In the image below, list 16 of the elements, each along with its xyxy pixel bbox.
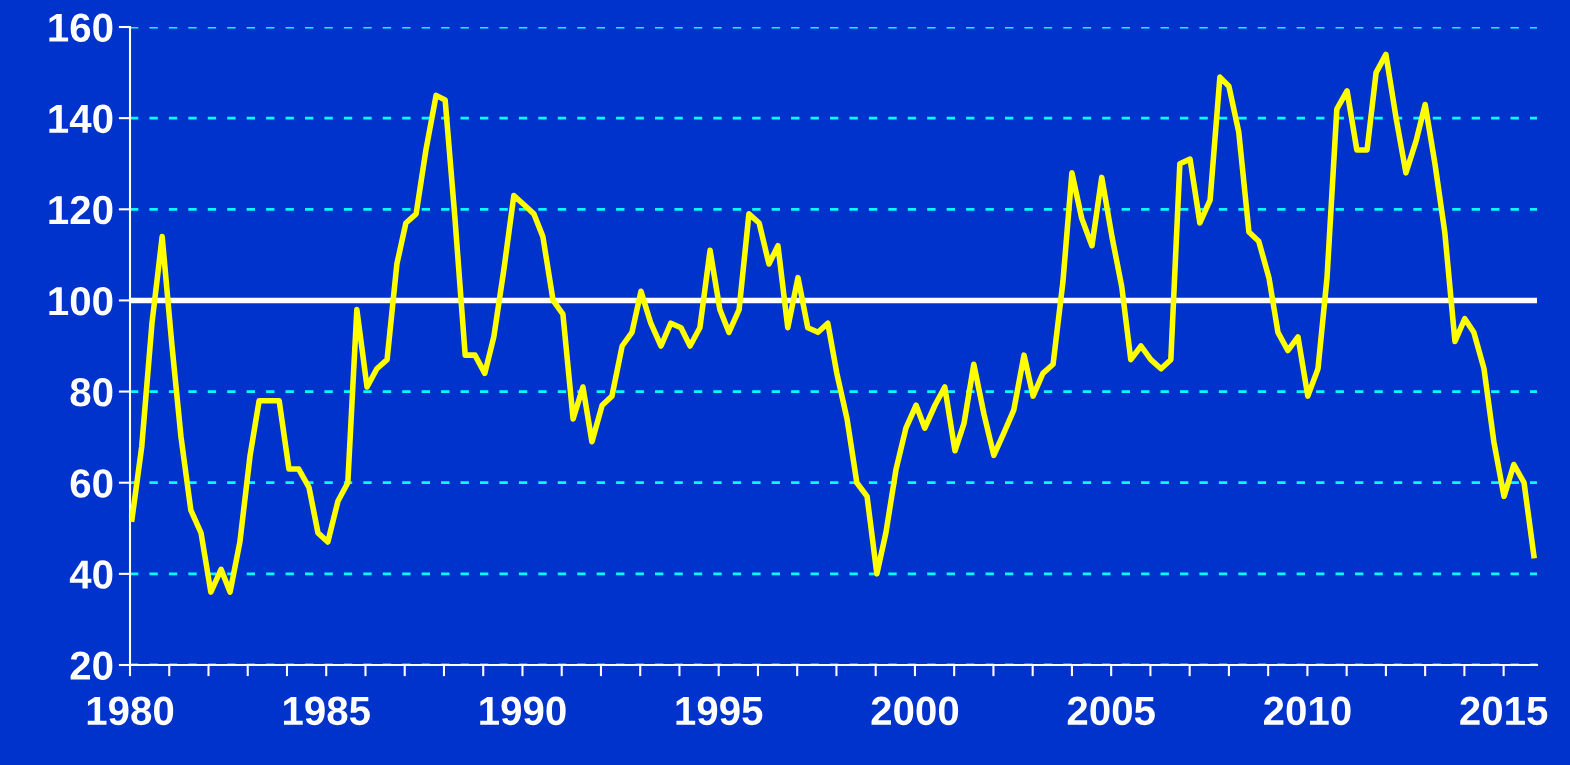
y-tick-label: 40	[69, 560, 113, 589]
y-tick-label: 140	[49, 104, 113, 134]
x-tick-label: 1985	[283, 696, 370, 726]
y-tick-label: 60	[70, 469, 113, 498]
x-tick-label: 2010	[1264, 696, 1351, 726]
y-tick-label: 120	[49, 195, 113, 225]
y-tick-label: 160	[49, 13, 113, 42]
x-tick-label: 1995	[676, 696, 763, 726]
x-tick-label: 2005	[1067, 696, 1155, 726]
x-tick-label: 2000	[871, 696, 959, 726]
x-tick-label: 1990	[480, 696, 566, 726]
x-tick-label: 1980	[87, 696, 174, 726]
y-tick-label: 20	[70, 651, 113, 680]
x-tick-label: 2015	[1460, 696, 1548, 726]
y-tick-label: 80	[70, 378, 113, 407]
y-tick-label: 100	[49, 286, 113, 316]
